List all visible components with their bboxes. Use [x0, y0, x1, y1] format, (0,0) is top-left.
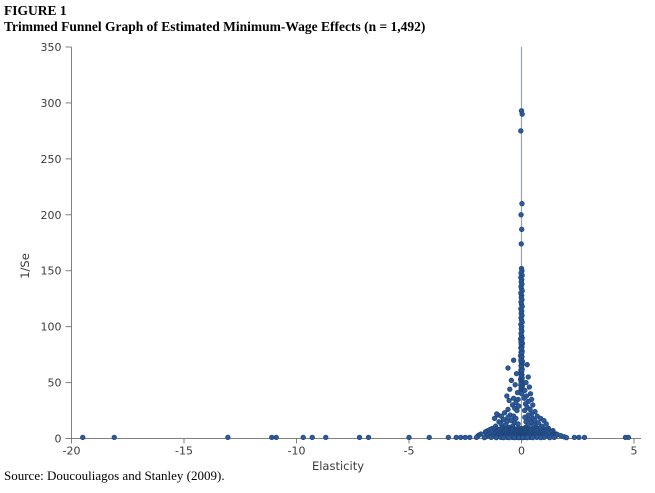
y-tick-label: 150: [41, 265, 62, 278]
data-point: [513, 370, 520, 377]
data-point: [510, 395, 517, 401]
data-point: [535, 420, 542, 426]
data-point: [519, 111, 525, 117]
data-point: [518, 212, 524, 218]
source-note: Source: Doucouliagos and Stanley (2009).: [4, 468, 225, 483]
data-point: [523, 379, 529, 386]
data-point: [530, 434, 536, 441]
data-point: [519, 226, 525, 232]
data-point: [445, 434, 452, 441]
data-point: [481, 434, 488, 441]
data-point: [504, 393, 510, 399]
x-tick-label: -5: [404, 445, 415, 458]
data-point: [514, 389, 521, 396]
y-tick-label: 350: [41, 41, 62, 54]
data-point: [506, 434, 512, 441]
data-point: [543, 421, 549, 427]
data-point: [519, 200, 525, 207]
data-point: [473, 434, 480, 441]
data-point: [508, 377, 515, 383]
data-point: [522, 414, 528, 420]
data-point: [365, 434, 372, 441]
data-point: [273, 434, 279, 441]
data-point: [505, 406, 511, 413]
data-point: [518, 241, 524, 247]
data-point: [518, 128, 524, 134]
data-point: [521, 395, 527, 401]
y-tick-label: 50: [48, 377, 62, 390]
y-tick-label: 0: [55, 433, 62, 446]
data-point: [571, 434, 578, 441]
data-point: [510, 357, 517, 363]
data-point: [506, 397, 512, 404]
data-point: [527, 391, 534, 397]
data-point: [546, 434, 553, 441]
data-point: [513, 415, 519, 422]
y-tick-label: 300: [41, 97, 62, 110]
data-point: [225, 434, 231, 441]
figure-title: Trimmed Funnel Graph of Estimated Minimu…: [4, 18, 426, 34]
data-point: [537, 434, 544, 441]
data-point: [488, 434, 494, 441]
data-point: [520, 434, 526, 441]
data-point: [526, 384, 533, 390]
data-point: [524, 434, 530, 441]
data-point: [111, 434, 117, 441]
y-axis-title: 1/Se: [18, 253, 32, 279]
data-point: [522, 387, 528, 394]
x-tick-label: -10: [288, 445, 306, 458]
data-point: [323, 434, 329, 441]
data-point: [500, 434, 507, 441]
data-point: [625, 434, 632, 441]
data-point: [80, 434, 86, 441]
data-point: [309, 434, 315, 441]
data-point: [493, 434, 499, 441]
data-point: [491, 415, 498, 422]
y-tick-label: 250: [41, 153, 62, 166]
data-point: [527, 406, 533, 413]
axes-layer: 0 50 100 150 200 250 300 350 -20 -15 -10 -5 0 5: [41, 41, 641, 458]
x-axis-title: Elasticity: [312, 459, 364, 473]
data-point: [516, 403, 522, 409]
data-point: [505, 365, 511, 371]
x-tick-label: 0: [518, 445, 525, 458]
figure-label: FIGURE 1: [4, 3, 67, 18]
data-point: [522, 407, 528, 414]
data-point: [511, 434, 517, 441]
y-tick-label: 200: [41, 209, 62, 222]
y-tick-label: 100: [41, 321, 62, 334]
figure-title-block: FIGURE 1 Trimmed Funnel Graph of Estimat…: [4, 3, 425, 34]
data-point: [514, 407, 520, 414]
data-point: [462, 434, 468, 441]
data-point: [530, 402, 536, 408]
data-point: [453, 434, 459, 441]
data-point: [515, 421, 521, 427]
data-point: [494, 411, 500, 417]
data-point: [563, 434, 570, 441]
data-point: [356, 434, 363, 441]
data-point: [501, 410, 508, 416]
x-tick-label: -15: [175, 445, 193, 458]
x-tick-label: -20: [63, 445, 81, 458]
data-point: [269, 434, 275, 441]
data-point: [512, 382, 518, 388]
data-point: [426, 434, 432, 441]
data-point: [406, 434, 412, 441]
x-tick-label: 5: [631, 445, 638, 458]
data-point: [581, 434, 588, 441]
scatter-points-layer: [80, 108, 632, 441]
data-point: [300, 434, 306, 441]
data-point: [467, 434, 473, 441]
data-point: [507, 386, 513, 392]
data-point: [576, 434, 582, 441]
data-point: [525, 374, 531, 380]
data-point: [524, 362, 530, 368]
data-point: [458, 434, 464, 441]
